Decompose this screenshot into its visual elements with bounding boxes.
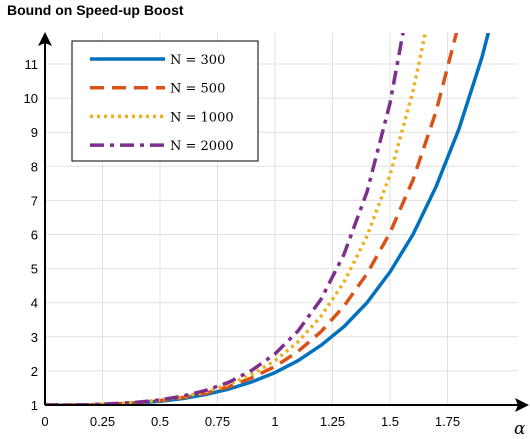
- tick-labels: 0 0.25 0.5 0.75 1 1.25 1.5 1.75 1 2 3 4 5 6 7 8 9 10 11: [24, 57, 461, 429]
- y-tick-label: 2: [31, 364, 38, 379]
- x-tick-label: 1: [271, 414, 278, 429]
- y-tick-label: 11: [25, 57, 39, 72]
- chart-title: Bound on Speed-up Boost: [7, 2, 184, 18]
- plot-area: [45, 33, 491, 405]
- x-tick-label: 0.25: [90, 414, 115, 429]
- y-tick-label: 8: [31, 159, 38, 174]
- x-tick-label: 0.75: [205, 414, 230, 429]
- x-tick-label: 1.5: [381, 414, 399, 429]
- legend-box: [71, 40, 259, 162]
- x-axis-label: α: [514, 419, 526, 439]
- x-tick-label: 0.5: [151, 414, 169, 429]
- legend-label: N = 500: [170, 82, 225, 97]
- y-tick-label: 3: [31, 330, 38, 345]
- axes: [38, 32, 529, 412]
- x-tick-label: 1.25: [320, 414, 345, 429]
- x-tick-label: 1.75: [435, 414, 460, 429]
- y-tick-label: 6: [31, 228, 38, 243]
- x-tick-label: 0: [41, 414, 48, 429]
- y-tick-label: 5: [31, 262, 38, 277]
- legend: N = 300 N = 500 N = 1000 N = 2000: [71, 40, 259, 162]
- legend-label: N = 1000: [170, 110, 234, 125]
- legend-label: N = 300: [170, 53, 225, 68]
- x-axis-arrow: [515, 398, 529, 412]
- y-tick-label: 1: [31, 398, 38, 413]
- y-tick-label: 9: [31, 125, 38, 140]
- y-tick-label: 10: [24, 91, 38, 106]
- y-tick-label: 7: [31, 193, 38, 208]
- series-line-4: [45, 33, 405, 405]
- y-tick-label: 4: [31, 296, 38, 311]
- grid: [45, 33, 518, 405]
- y-axis-arrow: [38, 32, 52, 46]
- series-line-2: [45, 33, 459, 405]
- legend-label: N = 2000: [170, 139, 234, 154]
